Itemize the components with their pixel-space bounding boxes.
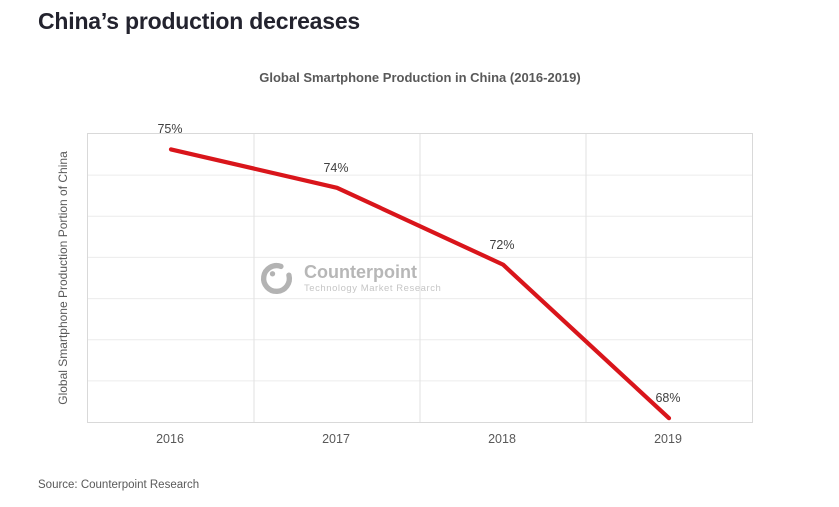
data-label: 75% bbox=[157, 122, 183, 137]
data-label: 72% bbox=[489, 237, 515, 252]
x-axis-tick-label: 2019 bbox=[654, 432, 682, 446]
data-label: 68% bbox=[655, 391, 681, 406]
trend-line bbox=[168, 147, 672, 421]
source-note: Source: Counterpoint Research bbox=[38, 479, 200, 491]
plot-area bbox=[87, 133, 753, 423]
x-axis-tick-label: 2018 bbox=[488, 432, 516, 446]
line-chart bbox=[88, 134, 752, 422]
x-axis-tick-label: 2017 bbox=[322, 432, 350, 446]
y-axis-label: Global Smartphone Production Portion of … bbox=[56, 151, 70, 405]
data-label: 74% bbox=[323, 160, 349, 175]
chart-title: Global Smartphone Production in China (2… bbox=[259, 70, 581, 85]
x-axis-tick-label: 2016 bbox=[156, 432, 184, 446]
page-title: China’s production decreases bbox=[38, 8, 361, 34]
